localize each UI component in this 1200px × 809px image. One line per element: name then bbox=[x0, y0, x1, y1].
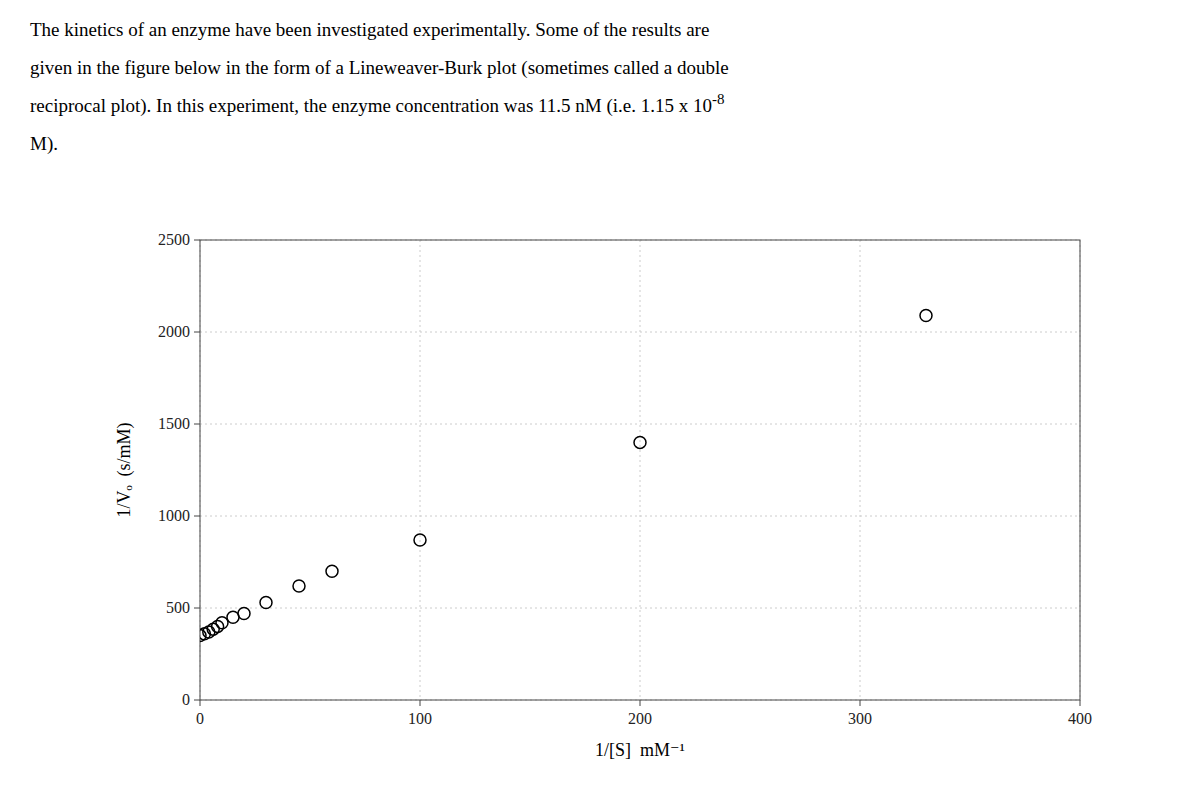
data-point bbox=[216, 617, 228, 629]
points bbox=[200, 309, 932, 641]
header-line: reciprocal plot). In this experiment, th… bbox=[30, 95, 712, 117]
tick-mark bbox=[200, 700, 201, 706]
data-point bbox=[326, 565, 338, 577]
grid-line bbox=[640, 240, 641, 700]
grid-line bbox=[200, 608, 1080, 609]
data-point bbox=[207, 623, 219, 635]
data-point bbox=[260, 596, 272, 608]
tick-mark bbox=[194, 516, 200, 517]
tick-mark bbox=[194, 240, 200, 241]
header-line: M). bbox=[30, 133, 58, 155]
tick-label: 2000 bbox=[158, 323, 190, 340]
tick-mark bbox=[194, 608, 200, 609]
tick-label: 500 bbox=[166, 599, 190, 616]
tick-mark bbox=[640, 700, 641, 706]
tick-mark bbox=[194, 424, 200, 425]
grid-line bbox=[200, 424, 1080, 425]
grid-line bbox=[420, 240, 421, 700]
tick-label: 0 bbox=[182, 691, 190, 708]
header-text: The kinetics of an enzyme have been inve… bbox=[30, 19, 709, 40]
data-point bbox=[920, 309, 932, 321]
tick-label: 1000 bbox=[158, 507, 190, 524]
x-axis-label: 1/[S] mM⁻¹ bbox=[595, 740, 685, 760]
tick-label: 100 bbox=[408, 710, 432, 727]
tick-mark bbox=[860, 700, 861, 706]
data-point bbox=[203, 626, 215, 638]
grid bbox=[200, 240, 1080, 700]
data-point bbox=[227, 611, 239, 623]
tick-label: 400 bbox=[1068, 710, 1092, 727]
chart: The kinetics of an enzyme have been inve… bbox=[0, 0, 1200, 809]
data-point bbox=[414, 534, 426, 546]
tick-label: 0 bbox=[196, 710, 204, 727]
data-point bbox=[238, 608, 250, 620]
tick-mark bbox=[1080, 700, 1081, 706]
tick-mark bbox=[194, 332, 200, 333]
tick-label: 1500 bbox=[158, 415, 190, 432]
tick-label: 300 bbox=[848, 710, 872, 727]
tick-label: 2500 bbox=[158, 231, 190, 248]
header-text: M). bbox=[30, 133, 58, 155]
background bbox=[0, 0, 1200, 809]
header-text: given in the figure below in the form of… bbox=[30, 57, 729, 79]
header-superscript: -8 bbox=[712, 91, 725, 107]
header-line: The kinetics of an enzyme have been inve… bbox=[30, 19, 709, 40]
data-point bbox=[634, 436, 646, 448]
plot-frame bbox=[200, 240, 1080, 700]
grid-line bbox=[200, 332, 1080, 333]
header-line: given in the figure below in the form of… bbox=[30, 57, 729, 79]
tick-mark bbox=[194, 700, 200, 701]
y-axis-label: 1/Vₒ (s/mM) bbox=[114, 422, 135, 517]
grid-line bbox=[860, 240, 861, 700]
grid-line bbox=[200, 516, 1080, 517]
data-point bbox=[293, 580, 305, 592]
header-text: reciprocal plot). In this experiment, th… bbox=[30, 91, 725, 117]
axes: 0 100 200 300 400 0 500 1000 1500 2000 2500 bbox=[158, 231, 1092, 727]
tick-mark bbox=[420, 700, 421, 706]
tick-label: 200 bbox=[628, 710, 652, 727]
